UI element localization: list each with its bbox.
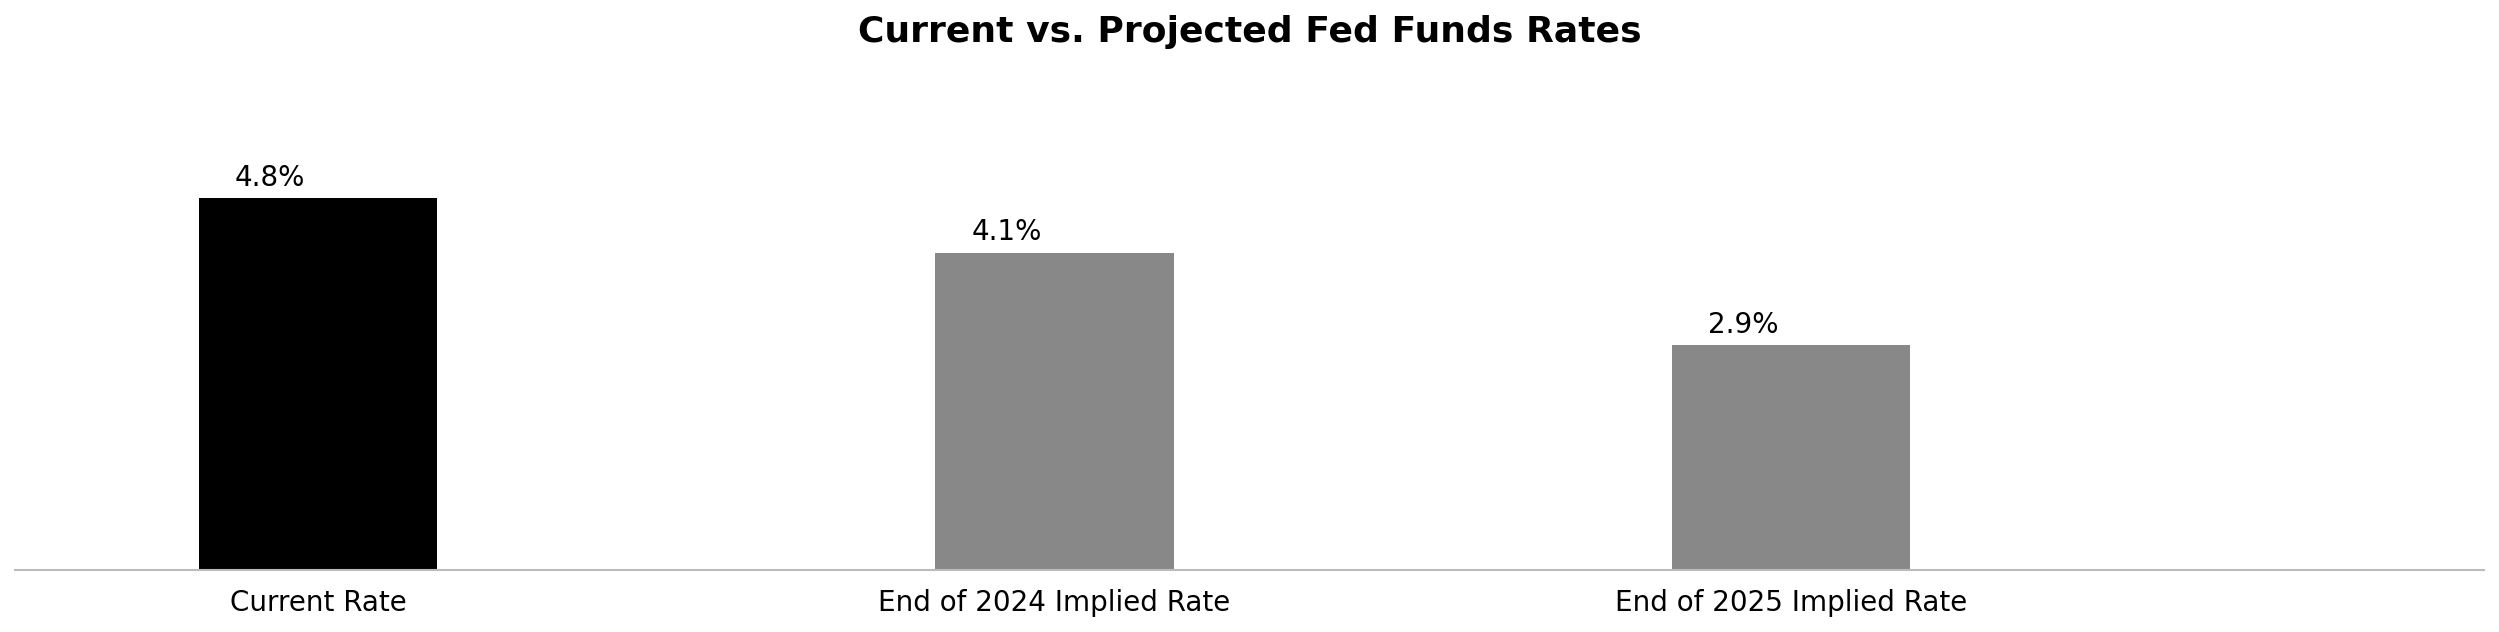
Bar xyxy=(200,198,437,569)
Text: 2.9%: 2.9% xyxy=(1707,311,1779,339)
Title: Current vs. Projected Fed Funds Rates: Current vs. Projected Fed Funds Rates xyxy=(857,15,1642,49)
Text: 4.8%: 4.8% xyxy=(235,164,305,192)
Bar xyxy=(935,253,1175,569)
Text: 4.1%: 4.1% xyxy=(972,219,1042,246)
Bar xyxy=(1672,345,1909,569)
